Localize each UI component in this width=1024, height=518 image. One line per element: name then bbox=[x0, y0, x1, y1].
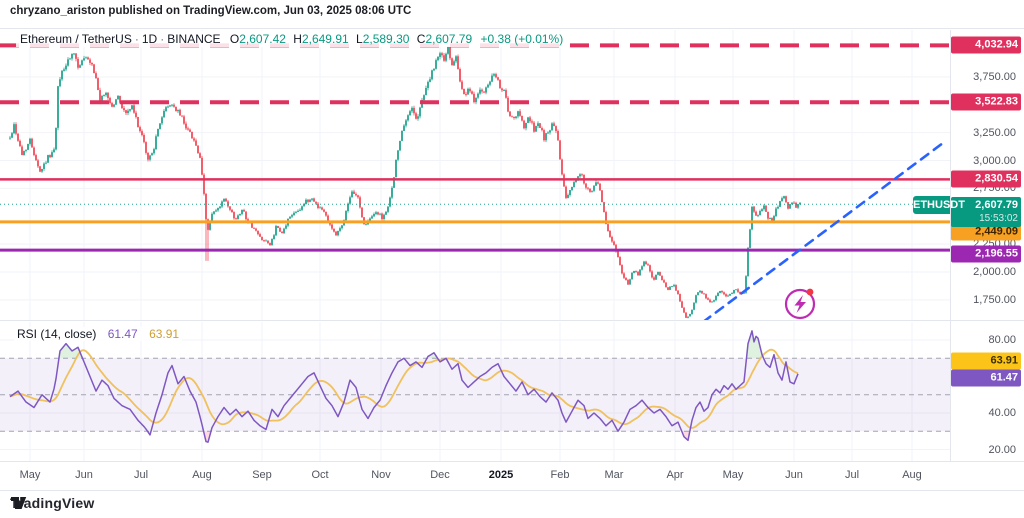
price-axis-border bbox=[950, 30, 951, 462]
publish-text: chryzano_ariston published on TradingVie… bbox=[10, 5, 412, 17]
rsi-tick-80.00: 80.00 bbox=[988, 334, 1016, 346]
time-label-2025: 2025 bbox=[488, 469, 514, 481]
trendline-layer[interactable] bbox=[703, 141, 945, 320]
open-label: O bbox=[229, 32, 240, 46]
price-tick-2,000.00: 2,000.00 bbox=[973, 266, 1016, 278]
price-levels-layer[interactable] bbox=[0, 43, 950, 252]
rsi-value: 61.47 bbox=[107, 327, 138, 341]
low-value: 2,589.30 bbox=[362, 32, 410, 46]
time-label-May: May bbox=[722, 469, 744, 481]
level-badge-2,449.09[interactable]: 2,449.09 bbox=[951, 223, 1021, 241]
time-label-Feb: Feb bbox=[550, 469, 570, 481]
time-axis-border bbox=[0, 461, 1024, 462]
time-axis[interactable]: May Jun Jul Aug Sep Oct Nov Dec 2025 Feb Mar Apr May… bbox=[0, 462, 1024, 490]
rsi-pane[interactable] bbox=[0, 322, 950, 461]
rsi-title[interactable]: RSI (14, close) bbox=[17, 327, 97, 341]
level-badge-4,032.94[interactable]: 4,032.94 bbox=[951, 36, 1021, 54]
price-tick-1,750.00: 1,750.00 bbox=[973, 293, 1016, 306]
grid-layer bbox=[0, 30, 950, 320]
time-label-Jun: Jun bbox=[75, 469, 93, 481]
close-value: 2,607.79 bbox=[425, 32, 473, 46]
candles-layer bbox=[9, 45, 801, 319]
time-label-Jun: Jun bbox=[785, 469, 803, 481]
rsi-tick-20.00: 20.00 bbox=[988, 443, 1016, 456]
rsi-tick-40.00: 40.00 bbox=[988, 407, 1016, 419]
level-badge-2,830.54[interactable]: 2,830.54 bbox=[951, 170, 1021, 188]
rsi-band bbox=[0, 357, 950, 432]
time-label-Jul: Jul bbox=[133, 469, 149, 481]
open-value: 2,607.42 bbox=[239, 32, 286, 46]
price-axis[interactable]: 3,750.00 3,250.00 3,000.00 2,750.00 2,250.00… bbox=[950, 30, 1024, 462]
publish-bar: chryzano_ariston published on TradingVie… bbox=[10, 5, 411, 17]
time-label-Dec: Dec bbox=[430, 469, 450, 481]
current-price-badge[interactable]: 2,607.79 15:53:02 bbox=[951, 197, 1021, 228]
time-label-Aug: Aug bbox=[902, 469, 922, 481]
close-label: C bbox=[416, 32, 426, 46]
time-label-Aug: Aug bbox=[192, 469, 212, 481]
tradingview-logo-icon bbox=[11, 496, 27, 509]
change-value: +0.38 (+0.01%) bbox=[480, 32, 564, 46]
tradingview-wordmark[interactable]: TradingView bbox=[10, 495, 95, 511]
time-label-Mar: Mar bbox=[604, 469, 624, 481]
time-label-May: May bbox=[19, 469, 41, 481]
rsi-badge-61.47[interactable]: 61.47 bbox=[951, 369, 1021, 387]
time-label-Apr: Apr bbox=[666, 469, 684, 481]
time-label-Nov: Nov bbox=[371, 469, 391, 481]
symbol-name[interactable]: Ethereum / TetherUS bbox=[20, 32, 132, 46]
rsi-badge-63.91[interactable]: 63.91 bbox=[951, 352, 1021, 370]
time-label-Oct: Oct bbox=[311, 469, 329, 481]
high-label: H bbox=[293, 32, 302, 46]
bottom-border bbox=[0, 490, 1024, 491]
time-label-Sep: Sep bbox=[252, 469, 272, 481]
level-badge-2,196.55[interactable]: 2,196.55 bbox=[951, 245, 1021, 263]
price-tick-3,250.00: 3,250.00 bbox=[973, 126, 1016, 139]
rsi-legend[interactable]: RSI (14, close) 61.47 63.91 bbox=[14, 327, 183, 341]
level-badge-3,522.83[interactable]: 3,522.83 bbox=[951, 93, 1021, 111]
footer: TradingView bbox=[10, 492, 94, 514]
price-pane[interactable] bbox=[0, 30, 950, 320]
rsi-series-layer bbox=[9, 330, 799, 443]
top-border bbox=[0, 28, 1024, 29]
price-tick-3,000.00: 3,000.00 bbox=[973, 154, 1016, 167]
pane-separator[interactable] bbox=[0, 320, 1024, 321]
exchange-label[interactable]: BINANCE bbox=[167, 32, 221, 46]
interval-label[interactable]: 1D bbox=[141, 32, 158, 46]
symbol-price-chip[interactable]: ETHUSDT bbox=[913, 196, 965, 214]
flash-icon[interactable] bbox=[784, 288, 816, 320]
last-update-time: 15:53:02 bbox=[979, 213, 1018, 225]
rsi-ma-value: 63.91 bbox=[149, 327, 180, 341]
low-label: L bbox=[356, 32, 363, 46]
time-label-Jul: Jul bbox=[844, 469, 860, 481]
price-tick-3,750.00: 3,750.00 bbox=[973, 70, 1016, 83]
high-value: 2,649.91 bbox=[301, 32, 349, 46]
symbol-legend[interactable]: Ethereum / TetherUS · 1D · BINANCE O2,607.42… bbox=[16, 31, 568, 47]
